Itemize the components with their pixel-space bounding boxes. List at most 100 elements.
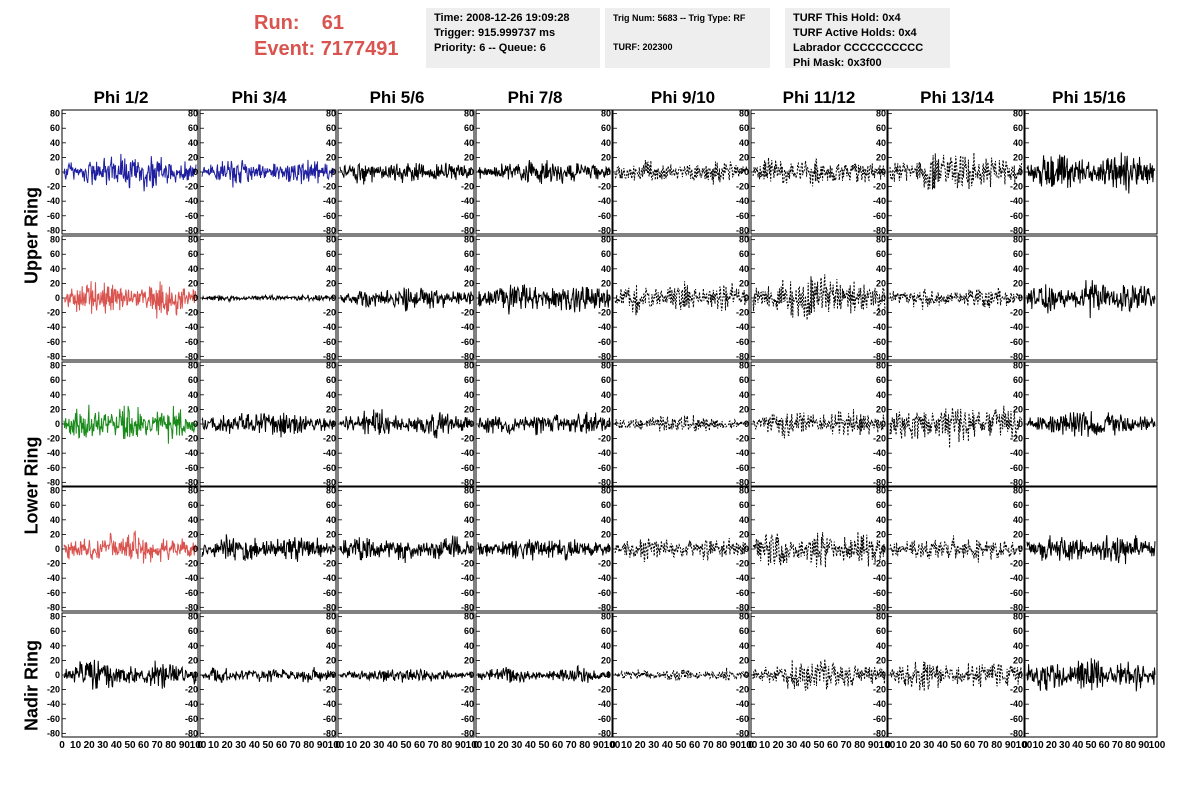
- x-tick-label: 100: [741, 740, 758, 751]
- x-tick-label: 100: [1016, 740, 1033, 751]
- x-tick-label: 90: [593, 740, 605, 751]
- y-tick-label: -20: [323, 308, 336, 318]
- y-tick-label: 0: [193, 293, 198, 303]
- waveform-trace: [614, 281, 748, 316]
- y-tick-label: -40: [598, 573, 611, 583]
- y-tick-label: 80: [739, 361, 749, 371]
- panel-frame: [750, 109, 888, 235]
- y-tick-label: -40: [873, 448, 886, 458]
- waveform-panel: 80 60 40 20 0 -20 -40 -60 -80: [598, 361, 750, 487]
- y-tick-label: 40: [188, 515, 198, 525]
- y-tick-label: -60: [598, 714, 611, 724]
- y-tick-label: -20: [736, 685, 749, 695]
- y-tick-label: -80: [873, 477, 886, 487]
- y-tick-label: -60: [185, 463, 198, 473]
- y-tick-label: -80: [873, 728, 886, 738]
- y-tick-label: 40: [1013, 390, 1023, 400]
- y-tick-label: 40: [188, 641, 198, 651]
- y-tick-label: -40: [323, 573, 336, 583]
- x-tick-label: 80: [716, 740, 728, 751]
- y-tick-label: 60: [50, 123, 60, 133]
- x-tick-label: 30: [923, 740, 935, 751]
- phi-header-8: Phi 15/16: [1052, 88, 1126, 107]
- waveform-panel: 80 60 40 20 0 -20 -40 -60 -80: [1010, 361, 1158, 487]
- x-tick-label: 70: [152, 740, 164, 751]
- x-tick-label: 50: [538, 740, 550, 751]
- y-tick-label: -40: [461, 699, 474, 709]
- y-tick-label: 60: [464, 123, 474, 133]
- y-tick-label: 60: [326, 123, 336, 133]
- y-tick-label: 80: [50, 235, 60, 245]
- y-tick-label: 0: [881, 293, 886, 303]
- x-tick-label: 30: [1059, 740, 1071, 751]
- y-tick-label: -80: [1010, 602, 1023, 612]
- x-tick-label: 70: [703, 740, 715, 751]
- y-tick-label: -80: [185, 477, 198, 487]
- y-tick-label: -20: [873, 308, 886, 318]
- y-tick-label: 20: [188, 655, 198, 665]
- y-tick-label: 20: [876, 529, 886, 539]
- x-tick-label: 20: [910, 740, 922, 751]
- y-tick-label: -80: [323, 225, 336, 235]
- y-tick-label: 40: [739, 641, 749, 651]
- y-tick-label: -80: [873, 602, 886, 612]
- y-tick-label: -60: [736, 714, 749, 724]
- y-tick-label: -80: [47, 602, 60, 612]
- y-tick-label: 80: [601, 235, 611, 245]
- y-tick-label: -40: [873, 196, 886, 206]
- y-tick-label: 0: [331, 293, 336, 303]
- y-tick-label: 40: [50, 515, 60, 525]
- x-tick-label: 40: [662, 740, 674, 751]
- waveform-panel: 80 60 40 20 0 -20 -40 -60 -80: [47, 235, 199, 361]
- y-tick-label: -20: [1010, 434, 1023, 444]
- phi-header-5: Phi 9/10: [650, 88, 716, 107]
- y-tick-label: 0: [469, 419, 474, 429]
- y-tick-label: 0: [193, 670, 198, 680]
- waveform-panel: 80 60 40 20 0 -20 -40 -60 -80: [185, 235, 337, 361]
- y-tick-label: -40: [1010, 699, 1023, 709]
- y-tick-label: 0: [1018, 293, 1023, 303]
- y-tick-label: -80: [47, 351, 60, 361]
- y-tick-label: 60: [739, 375, 749, 385]
- y-tick-label: -20: [598, 308, 611, 318]
- y-tick-label: 60: [326, 626, 336, 636]
- y-tick-label: -20: [873, 685, 886, 695]
- y-tick-label: 80: [50, 361, 60, 371]
- waveform-panel: 80 60 40 20 0 -20 -40 -60 -80: [598, 612, 750, 738]
- y-tick-label: 60: [601, 123, 611, 133]
- y-tick-label: 40: [876, 264, 886, 274]
- y-tick-label: -80: [185, 225, 198, 235]
- x-tick-label: 80: [1125, 740, 1137, 751]
- y-tick-label: 0: [881, 419, 886, 429]
- y-tick-label: -20: [461, 308, 474, 318]
- y-tick-label: -60: [598, 463, 611, 473]
- y-tick-label: 40: [464, 390, 474, 400]
- waveform-trace: [63, 153, 197, 192]
- y-tick-label: -80: [598, 728, 611, 738]
- y-tick-label: -60: [47, 463, 60, 473]
- y-tick-label: 0: [606, 419, 611, 429]
- waveform-trace: [1026, 535, 1156, 565]
- y-tick-label: -80: [185, 728, 198, 738]
- y-tick-label: 60: [326, 375, 336, 385]
- y-tick-label: -80: [1010, 225, 1023, 235]
- y-tick-label: 0: [193, 167, 198, 177]
- y-tick-label: -60: [1010, 211, 1023, 221]
- y-tick-label: -20: [736, 182, 749, 192]
- y-tick-label: 40: [739, 138, 749, 148]
- waveform-panel: 80 60 40 20 0 -20 -40 -60 -80: [1010, 612, 1158, 738]
- y-tick-label: -20: [47, 434, 60, 444]
- y-tick-label: 60: [188, 375, 198, 385]
- y-tick-label: 0: [606, 293, 611, 303]
- x-tick-label: 50: [950, 740, 962, 751]
- x-tick-label: 0: [1022, 740, 1028, 751]
- y-tick-label: 80: [50, 612, 60, 622]
- y-tick-label: -40: [323, 699, 336, 709]
- y-tick-label: -60: [323, 588, 336, 598]
- panel-frame: [612, 486, 750, 612]
- y-tick-label: -20: [47, 182, 60, 192]
- x-tick-label: 10: [484, 740, 496, 751]
- y-tick-label: 20: [326, 655, 336, 665]
- y-tick-label: 80: [50, 109, 60, 119]
